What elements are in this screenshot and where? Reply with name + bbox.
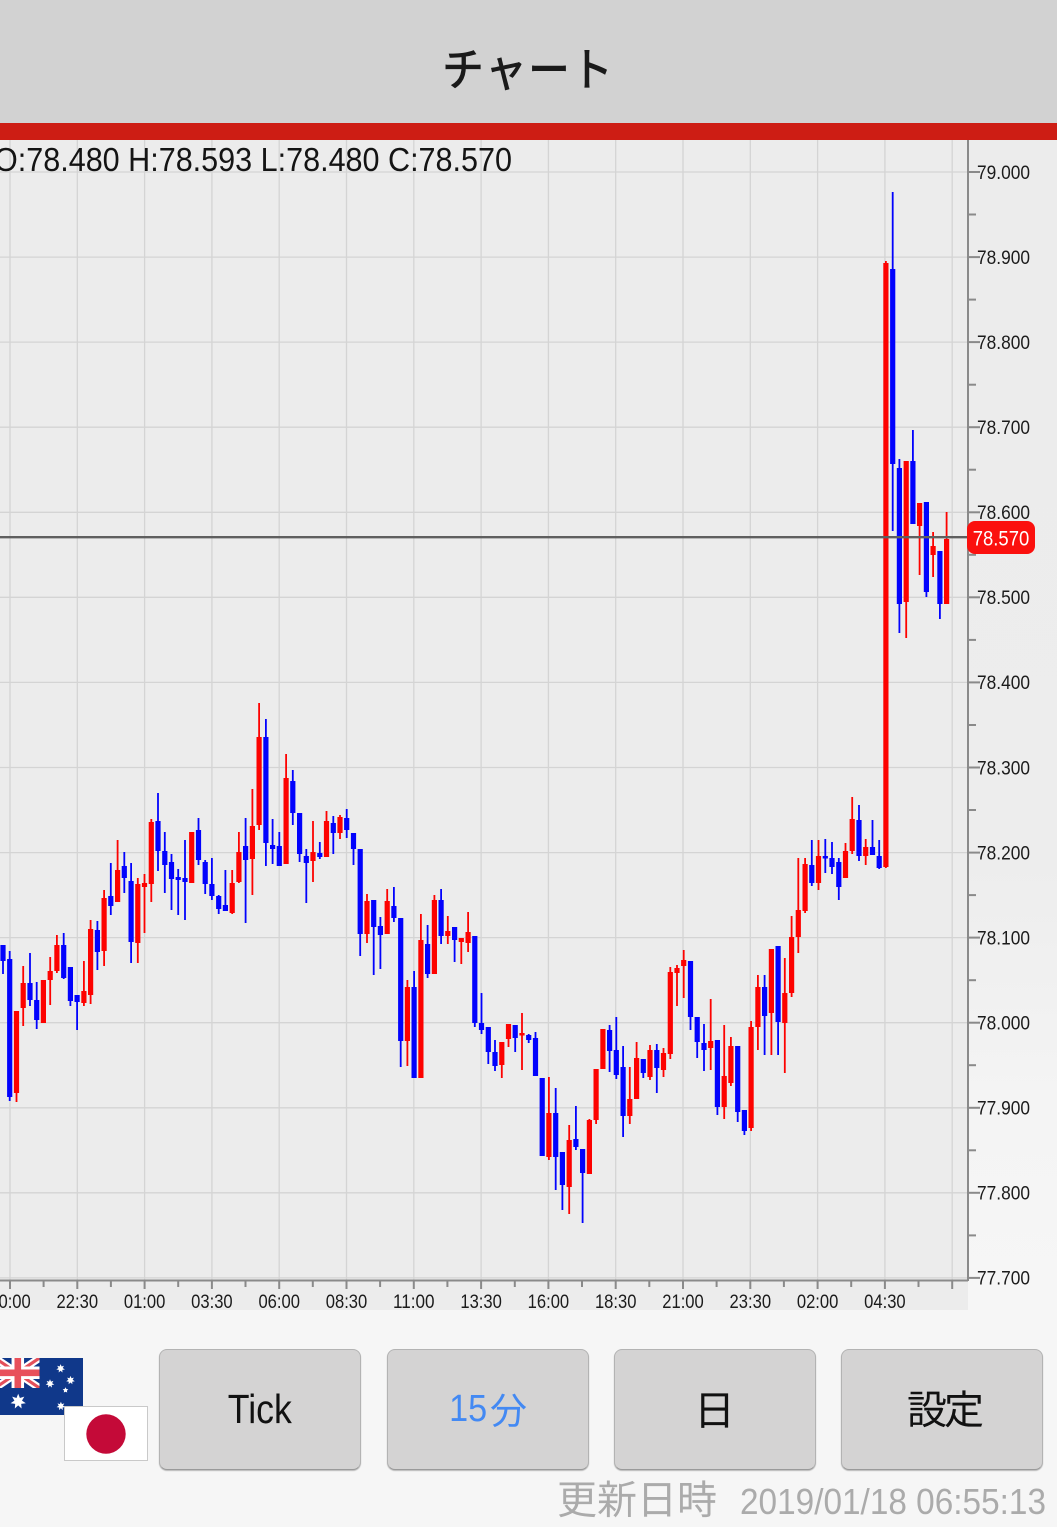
svg-text:78.700: 78.700 [977, 417, 1030, 439]
svg-text:11:00: 11:00 [393, 1291, 435, 1313]
svg-text:78.500: 78.500 [977, 587, 1030, 609]
svg-text:2019/01/18 06:55:13: 2019/01/18 06:55:13 [740, 1481, 1046, 1522]
svg-text:78.100: 78.100 [977, 927, 1030, 949]
svg-text:77.700: 77.700 [977, 1268, 1030, 1290]
svg-text:08:30: 08:30 [326, 1291, 368, 1313]
svg-text:20:00: 20:00 [0, 1291, 31, 1313]
svg-text:03:30: 03:30 [191, 1291, 233, 1313]
svg-text:01:00: 01:00 [124, 1291, 166, 1313]
svg-text:04:30: 04:30 [864, 1291, 906, 1313]
svg-text:02:00: 02:00 [797, 1291, 839, 1313]
svg-text:78.900: 78.900 [977, 247, 1030, 269]
svg-text:78.000: 78.000 [977, 1013, 1030, 1035]
svg-text:21:00: 21:00 [662, 1291, 704, 1313]
svg-text:13:30: 13:30 [460, 1291, 502, 1313]
svg-text:78.400: 78.400 [977, 672, 1030, 694]
svg-text:78.300: 78.300 [977, 757, 1030, 779]
svg-text:79.000: 79.000 [977, 162, 1030, 184]
svg-text:22:30: 22:30 [57, 1291, 99, 1313]
svg-text:78.800: 78.800 [977, 332, 1030, 354]
svg-text:78.200: 78.200 [977, 842, 1030, 864]
svg-text:77.800: 77.800 [977, 1183, 1030, 1205]
svg-text:O:78.480 H:78.593 L:78.480 C:7: O:78.480 H:78.593 L:78.480 C:78.570 [0, 141, 512, 178]
svg-text:06:00: 06:00 [258, 1291, 300, 1313]
svg-text:78.570: 78.570 [973, 528, 1030, 551]
svg-text:78.600: 78.600 [977, 502, 1030, 524]
svg-text:23:30: 23:30 [730, 1291, 772, 1313]
svg-text:16:00: 16:00 [528, 1291, 570, 1313]
svg-text:77.900: 77.900 [977, 1098, 1030, 1120]
svg-text:18:30: 18:30 [595, 1291, 637, 1313]
